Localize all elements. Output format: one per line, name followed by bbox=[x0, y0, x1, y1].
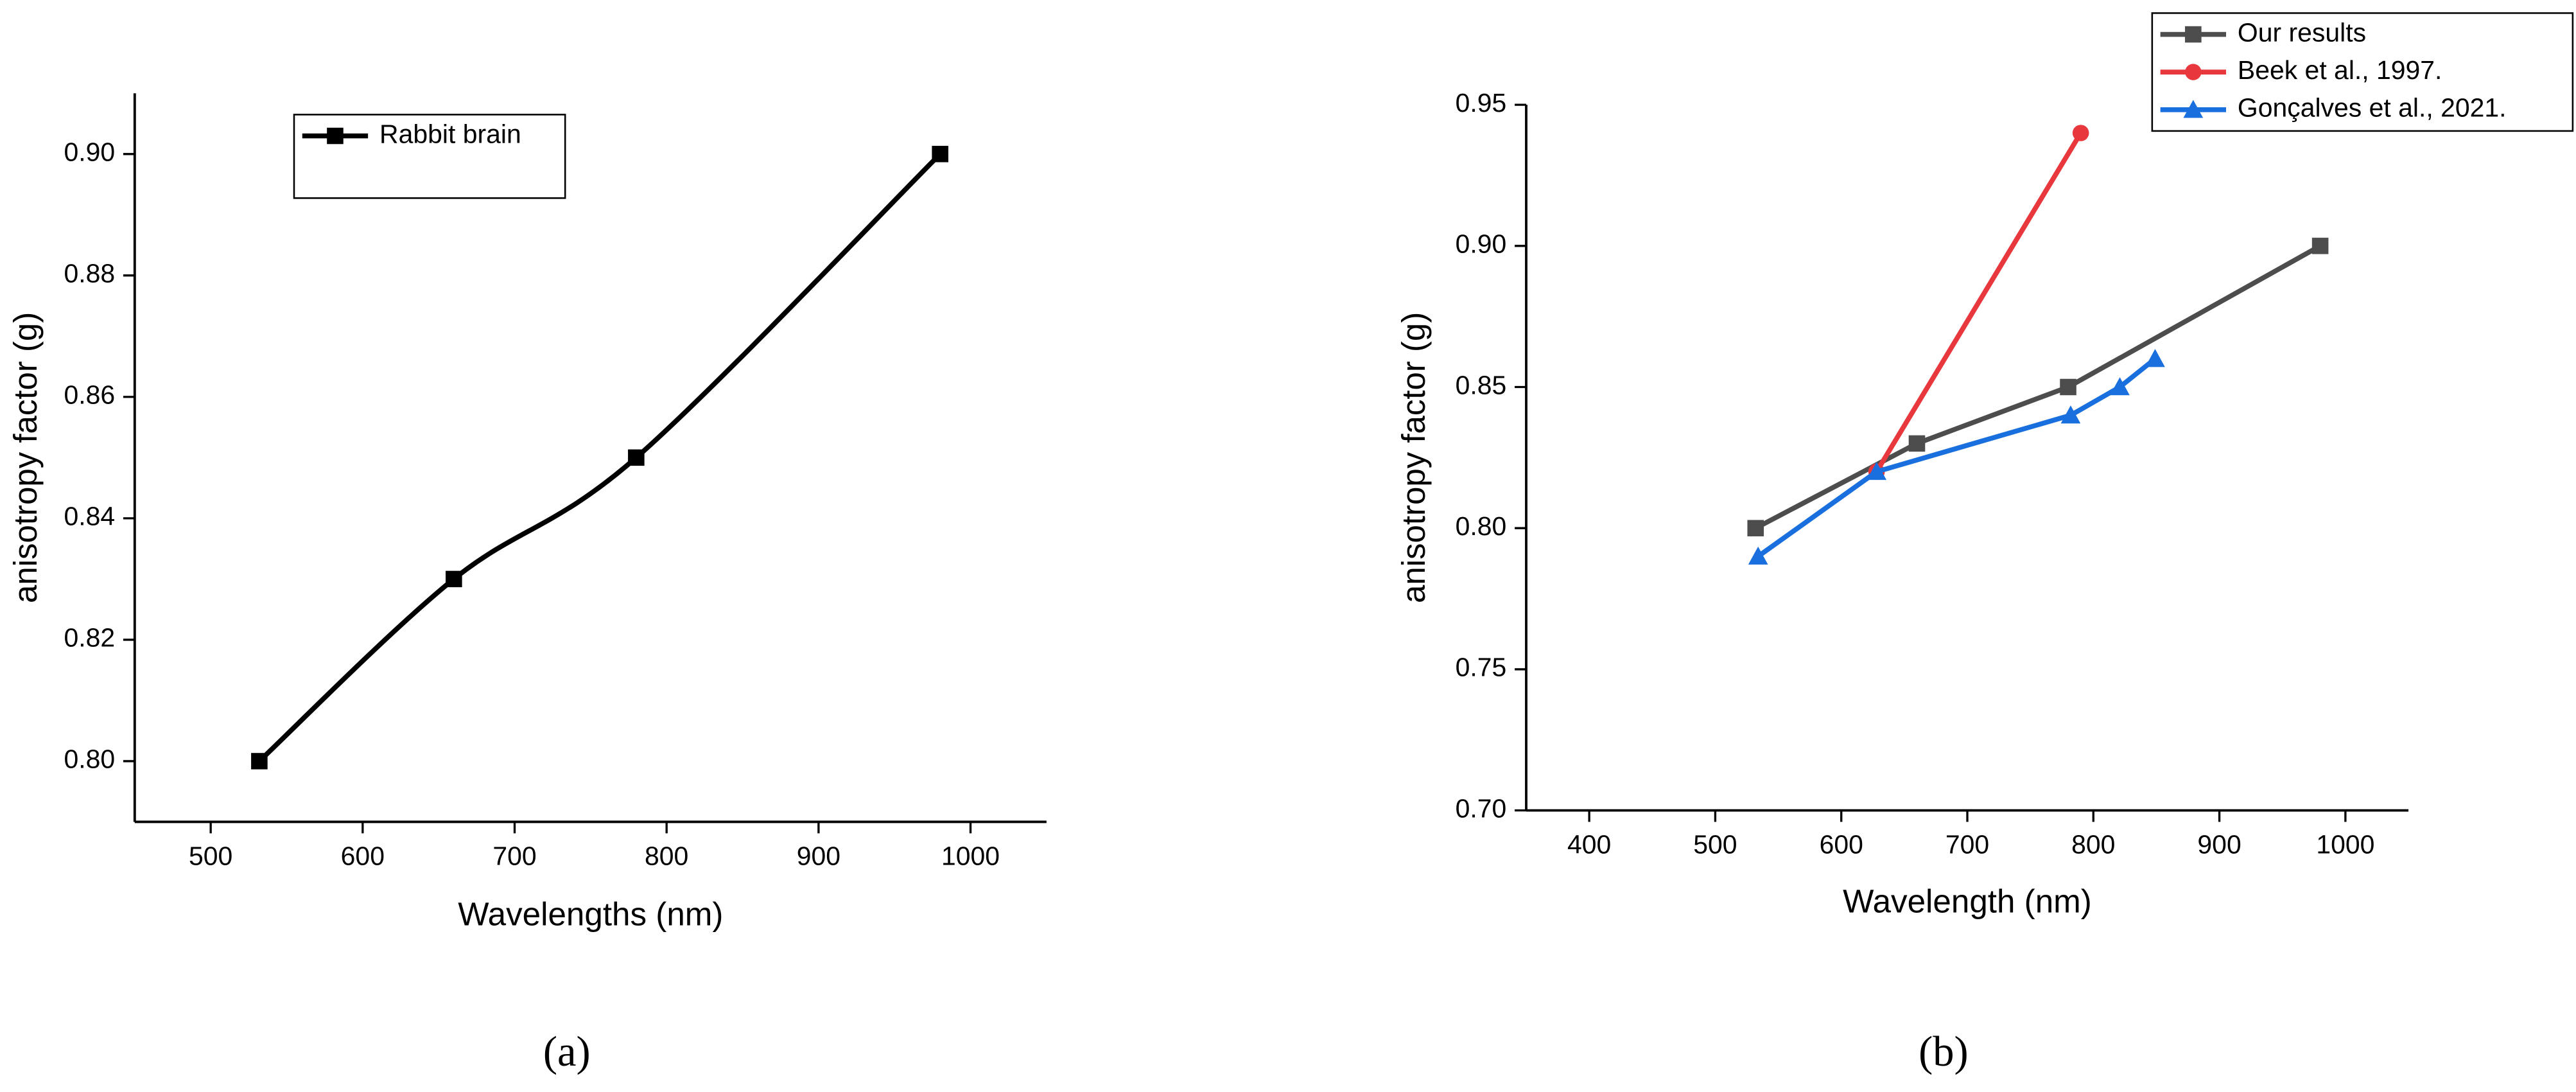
x-tick-label: 900 bbox=[2197, 830, 2241, 859]
y-axis-label: anisotropy factor (g) bbox=[1395, 312, 1432, 603]
y-tick-label: 0.75 bbox=[1456, 653, 1507, 682]
x-tick-label: 600 bbox=[341, 841, 385, 870]
marker bbox=[327, 127, 344, 145]
x-axis-label: Wavelengths (nm) bbox=[458, 896, 723, 933]
x-tick-label: 700 bbox=[1945, 830, 1989, 859]
marker bbox=[1748, 546, 1768, 565]
y-tick-label: 0.70 bbox=[1456, 793, 1507, 823]
legend-box bbox=[293, 114, 566, 199]
marker bbox=[628, 449, 645, 466]
series-line bbox=[257, 152, 942, 763]
caption: (b) bbox=[1919, 1028, 1969, 1075]
x-tick-label: 900 bbox=[797, 841, 840, 870]
marker bbox=[2110, 377, 2130, 396]
x-tick-label: 800 bbox=[2071, 830, 2115, 859]
series-line bbox=[1874, 132, 2083, 473]
y-tick-label: 0.95 bbox=[1456, 88, 1507, 118]
y-tick-label: 0.80 bbox=[1456, 511, 1507, 541]
marker bbox=[1867, 462, 1887, 480]
marker bbox=[251, 753, 268, 770]
y-tick-label: 0.88 bbox=[64, 259, 115, 288]
x-axis-label: Wavelength (nm) bbox=[1843, 883, 2092, 919]
y-tick-label: 0.90 bbox=[64, 137, 115, 167]
x-tick-label: 800 bbox=[645, 841, 688, 870]
x-tick-label: 600 bbox=[1820, 830, 1863, 859]
marker bbox=[2145, 349, 2165, 367]
marker bbox=[2060, 378, 2076, 396]
y-axis-label: anisotropy factor (g) bbox=[7, 312, 44, 603]
series-line bbox=[1756, 357, 2157, 559]
x-tick-label: 1000 bbox=[2316, 830, 2374, 859]
marker bbox=[932, 146, 948, 163]
x-tick-label: 700 bbox=[492, 841, 536, 870]
legend-label: Our results bbox=[2238, 17, 2366, 47]
y-tick-label: 0.90 bbox=[1456, 229, 1507, 259]
caption: (a) bbox=[543, 1028, 591, 1075]
marker bbox=[2311, 238, 2329, 254]
marker bbox=[446, 570, 462, 588]
y-tick-label: 0.84 bbox=[64, 502, 115, 531]
marker bbox=[2185, 64, 2202, 80]
marker bbox=[2185, 26, 2202, 43]
marker bbox=[1747, 520, 1764, 536]
legend-label: Gonçalves et al., 2021. bbox=[2238, 93, 2507, 123]
marker bbox=[2072, 125, 2089, 141]
x-tick-label: 1000 bbox=[941, 841, 1000, 870]
y-tick-label: 0.82 bbox=[64, 623, 115, 653]
x-tick-label: 400 bbox=[1567, 830, 1611, 859]
legend-label: Rabbit brain bbox=[379, 119, 521, 148]
x-tick-label: 500 bbox=[1693, 830, 1737, 859]
y-tick-label: 0.80 bbox=[64, 744, 115, 774]
marker bbox=[2060, 405, 2081, 424]
series-line bbox=[1754, 243, 2322, 531]
x-tick-label: 500 bbox=[189, 841, 232, 870]
legend-label: Beek et al., 1997. bbox=[2238, 55, 2442, 85]
y-tick-label: 0.85 bbox=[1456, 370, 1507, 400]
marker bbox=[1908, 435, 1926, 452]
marker bbox=[2183, 100, 2204, 118]
y-tick-label: 0.86 bbox=[64, 380, 115, 410]
